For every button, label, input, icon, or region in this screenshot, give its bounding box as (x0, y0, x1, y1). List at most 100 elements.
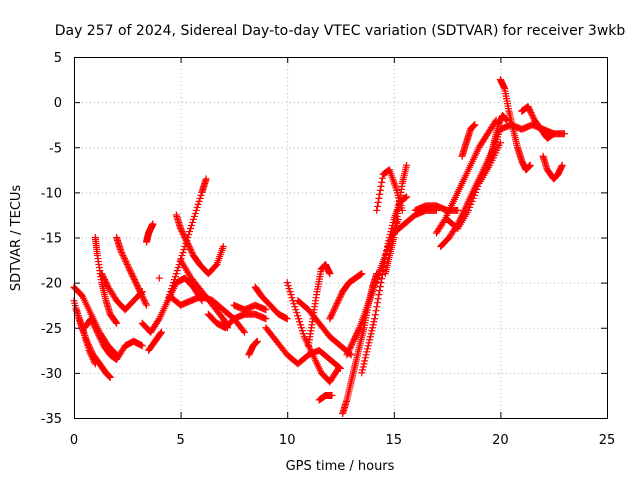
data-point (349, 337, 357, 345)
data-point (179, 229, 187, 237)
data-point (141, 298, 149, 306)
data-point (364, 345, 372, 353)
data-point (403, 193, 411, 201)
data-point (90, 357, 98, 365)
data-point (155, 274, 163, 282)
data-point (182, 235, 190, 243)
data-point (113, 319, 121, 327)
data-point (359, 366, 367, 374)
data-point (183, 238, 191, 246)
data-point (96, 333, 104, 341)
data-point (124, 262, 132, 270)
data-point (89, 355, 97, 363)
data-point (97, 336, 105, 344)
data-point (178, 252, 186, 260)
series-track-21 (283, 279, 342, 386)
data-point (172, 270, 180, 278)
data-point (202, 175, 210, 183)
data-point (337, 292, 344, 300)
data-point (88, 352, 96, 360)
data-point (85, 346, 93, 354)
data-point (142, 301, 150, 309)
data-point (102, 279, 110, 287)
data-point (527, 109, 535, 117)
data-point (366, 336, 374, 344)
data-point (262, 315, 270, 323)
data-point (327, 312, 335, 320)
data-point (191, 209, 199, 217)
data-point (164, 297, 172, 305)
data-point (299, 330, 307, 338)
data-point (364, 342, 372, 350)
data-point (327, 313, 335, 321)
data-point (190, 212, 198, 220)
data-point (331, 304, 339, 312)
data-point (90, 321, 98, 329)
data-point (332, 303, 340, 311)
data-point (348, 340, 356, 348)
data-point (328, 391, 336, 399)
series-track-8 (142, 220, 157, 246)
data-point (528, 110, 536, 118)
data-point (87, 351, 95, 359)
data-point (298, 327, 306, 335)
data-point (296, 318, 304, 326)
data-point (473, 185, 481, 193)
data-point (377, 182, 385, 190)
data-point (195, 197, 203, 205)
data-point (140, 297, 148, 305)
data-point (92, 325, 100, 333)
data-point (118, 250, 126, 258)
data-point (361, 357, 369, 365)
data-point (171, 273, 179, 281)
data-point (366, 333, 374, 341)
data-point (372, 307, 380, 315)
data-point (120, 255, 128, 263)
data-point (120, 253, 128, 261)
data-point (474, 182, 482, 190)
data-point (219, 243, 227, 251)
data-point (344, 349, 352, 357)
data-point (91, 324, 99, 332)
data-point (367, 330, 375, 338)
data-point (550, 130, 558, 138)
data-point (149, 220, 157, 228)
data-point (352, 331, 360, 339)
data-point (335, 295, 343, 303)
data-point (99, 273, 107, 281)
data-point (91, 358, 99, 366)
data-point (189, 215, 197, 223)
data-point (194, 200, 202, 208)
data-point (371, 315, 379, 323)
series-track-24 (315, 391, 336, 404)
data-point (177, 224, 185, 232)
data-point (193, 203, 201, 211)
data-point (184, 240, 192, 248)
data-point (187, 246, 195, 254)
data-point (130, 276, 138, 284)
data-point (525, 104, 533, 112)
data-point (496, 139, 504, 147)
data-point (119, 252, 127, 260)
data-point (284, 282, 292, 290)
data-point (157, 329, 165, 337)
series-track-13 (172, 211, 227, 278)
data-point (173, 267, 181, 275)
data-point (371, 311, 379, 319)
data-point (361, 354, 369, 362)
data-point (118, 249, 126, 257)
series-track-39 (496, 121, 568, 138)
data-point (187, 221, 195, 229)
data-point (100, 274, 108, 282)
data-point (285, 285, 293, 293)
data-point (129, 273, 137, 281)
grid-layer (74, 57, 607, 418)
data-point (377, 279, 385, 287)
data-point (188, 249, 196, 257)
data-point (128, 271, 136, 279)
y-tick-label: 5 (54, 51, 62, 66)
data-point (470, 191, 478, 199)
data-point (370, 318, 378, 326)
data-point (351, 334, 359, 342)
data-point (374, 295, 382, 303)
